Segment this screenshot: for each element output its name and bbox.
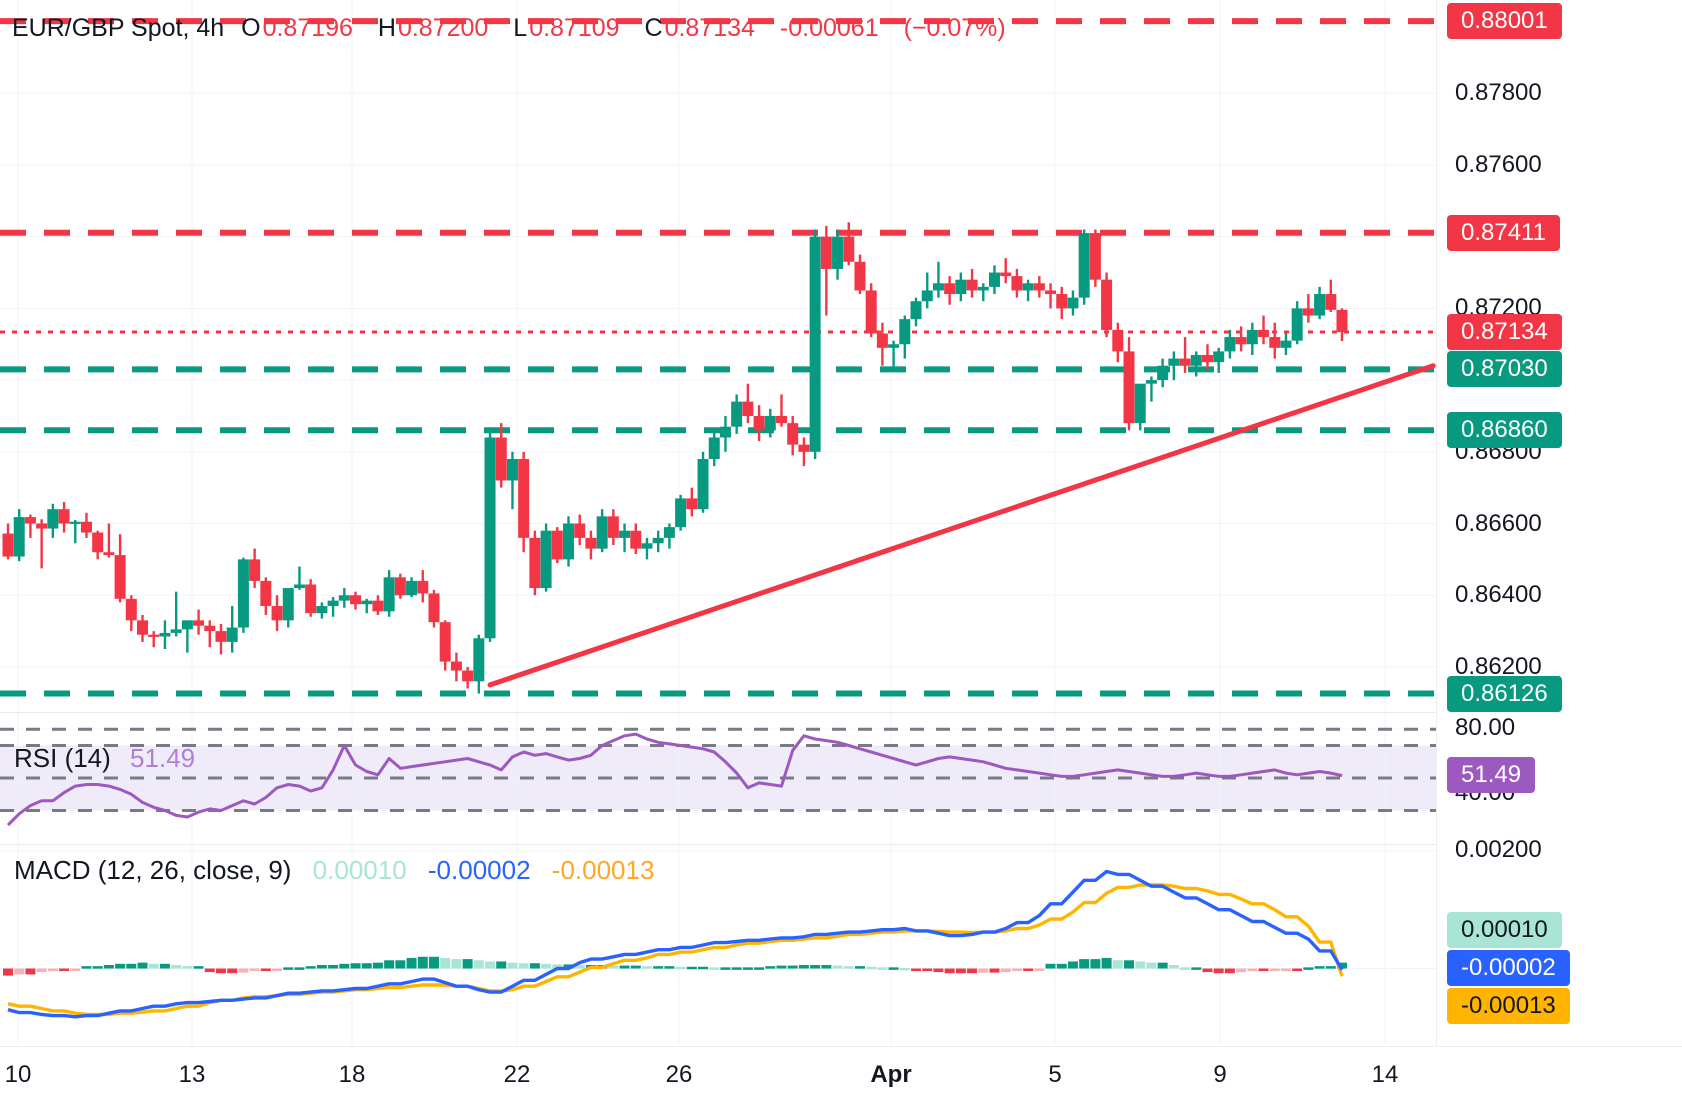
macd-histogram <box>3 956 1347 976</box>
level-badge-resistance[interactable]: 0.87411 <box>1447 214 1560 251</box>
time-axis-tick: Apr <box>870 1061 912 1088</box>
level-badge-support[interactable]: 0.87030 <box>1447 351 1562 388</box>
macd-chart-svg[interactable] <box>0 845 1436 1045</box>
macd-line <box>7 869 1344 1019</box>
rsi-axis-tick: 80.00 <box>1455 714 1516 742</box>
time-axis-tick: 26 <box>665 1061 693 1088</box>
level-badge-resistance[interactable]: 0.88001 <box>1447 3 1562 40</box>
macd-histogram-badge[interactable]: 0.00010 <box>1447 912 1562 948</box>
rsi-value-badge[interactable]: 51.49 <box>1447 756 1536 793</box>
rsi-chart-svg[interactable] <box>0 713 1436 843</box>
level-badge-support[interactable]: 0.86126 <box>1447 675 1562 712</box>
time-axis-tick: 5 <box>1048 1061 1062 1088</box>
time-axis[interactable]: 10 13 18 22 26 Apr 5 9 14 <box>0 1046 1682 1110</box>
time-axis-tick: 10 <box>4 1061 32 1088</box>
price-axis-tick: 0.86200 <box>1455 652 1542 680</box>
time-axis-tick: 14 <box>1371 1061 1399 1088</box>
price-axis-tick: 0.86400 <box>1455 581 1542 609</box>
time-axis-tick: 22 <box>503 1061 531 1088</box>
level-badge-support[interactable]: 0.86860 <box>1447 412 1562 449</box>
macd-line-badge[interactable]: -0.00002 <box>1447 950 1570 986</box>
last-price-badge[interactable]: 0.87134 <box>1447 314 1562 351</box>
macd-pane[interactable]: MACD (12, 26, close, 9) 0.00010 -0.00002… <box>0 844 1436 1045</box>
time-axis-tick: 13 <box>178 1061 206 1088</box>
rsi-pane[interactable]: RSI (14) 51.49 <box>0 712 1436 843</box>
candle-series <box>2 222 1348 694</box>
price-axis-tick: 0.87800 <box>1455 79 1542 107</box>
price-chart-svg[interactable] <box>0 0 1436 710</box>
macd-signal-badge[interactable]: -0.00013 <box>1447 988 1570 1024</box>
price-axis-tick: 0.87600 <box>1455 150 1542 178</box>
time-axis-tick: 9 <box>1213 1061 1227 1088</box>
macd-axis-tick: 0.00200 <box>1455 835 1542 863</box>
price-pane[interactable]: EUR/GBP Spot, 4h O0.87196 H0.87200 L0.87… <box>0 0 1436 710</box>
time-axis-tick: 18 <box>338 1061 366 1088</box>
rsi-line <box>6 732 1343 827</box>
price-axis-tick: 0.86600 <box>1455 509 1542 537</box>
price-axis[interactable]: 0.878000.876000.872000.870000.868000.866… <box>1436 0 1682 1110</box>
